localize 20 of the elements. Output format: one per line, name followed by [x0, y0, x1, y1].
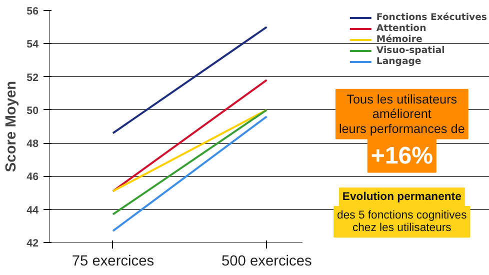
y-tick-label: 48	[26, 138, 39, 150]
y-axis-title: Score Moyen	[4, 80, 20, 172]
x-tick-label: 500 exercices	[221, 254, 312, 270]
y-tick-label: 54	[26, 38, 39, 51]
x-tick-label: 75 exercices	[72, 254, 154, 270]
text: Tous les utilisateurs améliorent leurs performances de	[338, 92, 465, 136]
legend-label: Fonctions Exécutives	[376, 12, 487, 23]
legend-label: Mémoire	[376, 34, 422, 45]
text: des 5 fonctions cognitives chez les utilisateurs	[337, 210, 468, 234]
y-tick-label: 52	[26, 72, 39, 84]
text: +16%	[370, 142, 433, 170]
y-tick-label: 56	[26, 6, 39, 18]
legend-label: Visuo-spatial	[376, 45, 445, 56]
y-tick-label: 50	[26, 104, 39, 117]
y-tick-label: 44	[26, 204, 39, 216]
legend-label: Langage	[376, 56, 422, 67]
y-tick-label: 46	[26, 171, 39, 184]
y-tick-label: 42	[26, 238, 39, 250]
text: Evolution permanente	[342, 190, 462, 203]
legend-label: Attention	[376, 23, 426, 34]
